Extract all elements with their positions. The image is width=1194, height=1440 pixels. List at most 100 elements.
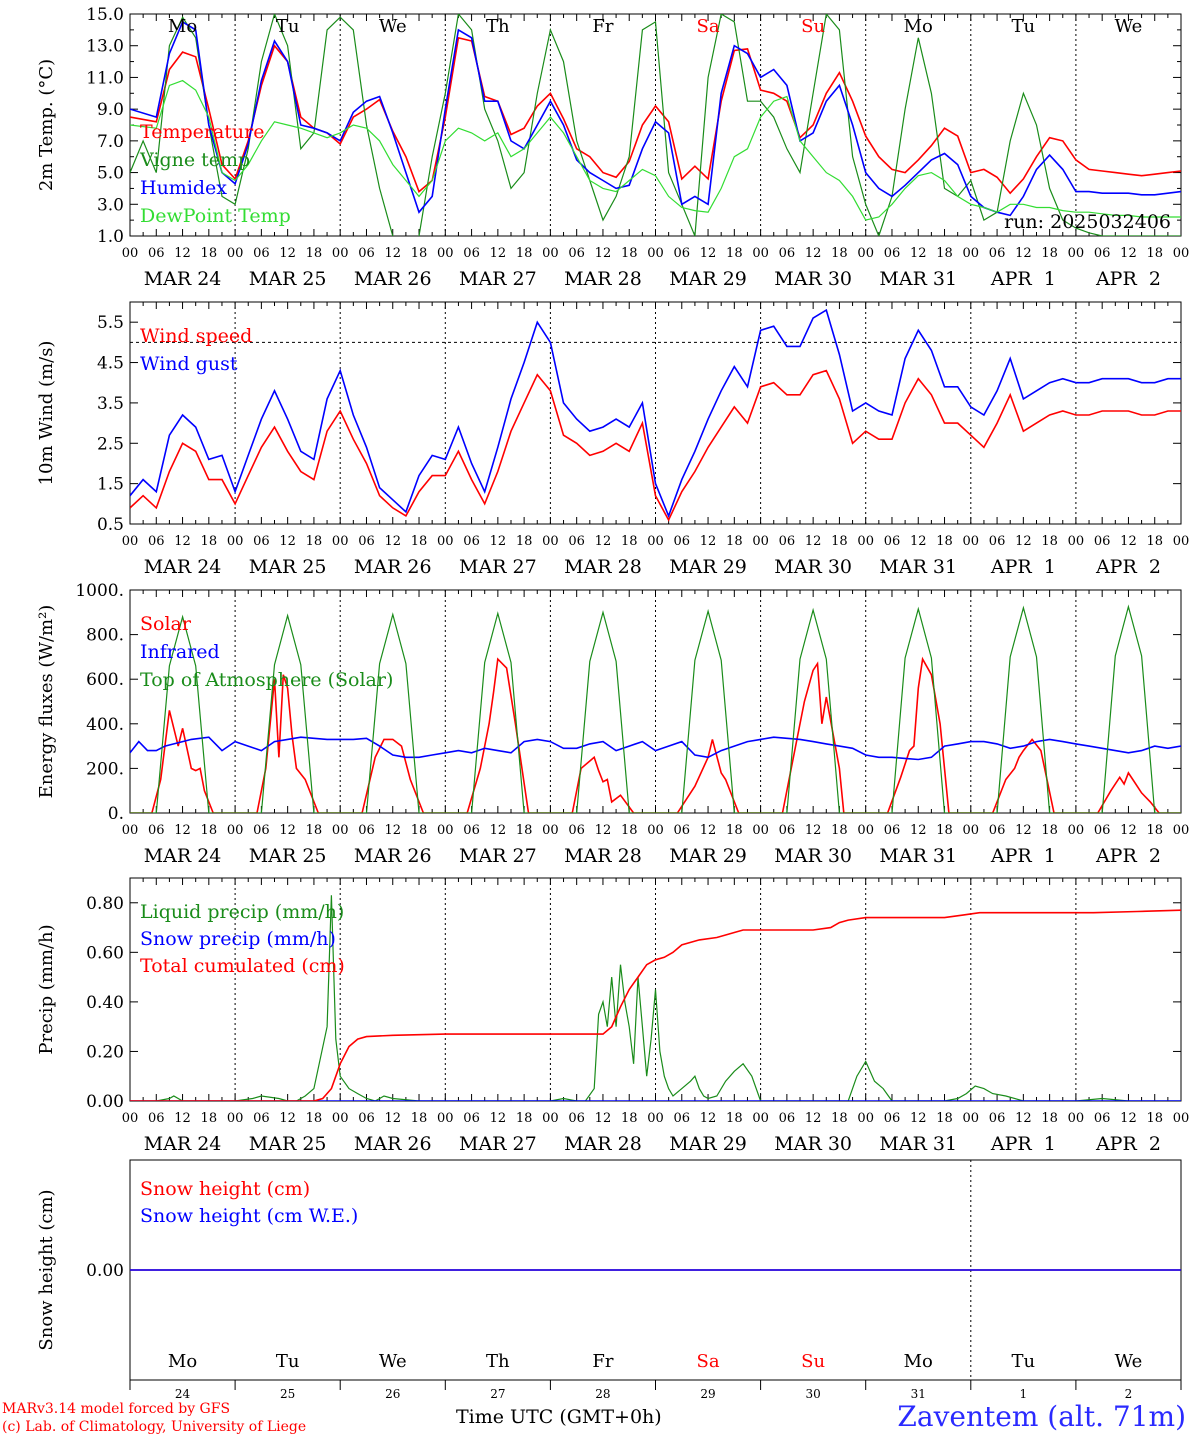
- date-number-label: 24: [175, 1387, 191, 1401]
- date-label: MAR 26: [354, 845, 432, 867]
- hour-tick-label: 18: [306, 246, 323, 261]
- hour-tick-label: 18: [516, 1111, 533, 1126]
- hour-tick-label: 18: [726, 246, 743, 261]
- hour-tick-label: 12: [384, 823, 401, 838]
- hour-tick-label: 12: [700, 534, 717, 549]
- date-label: MAR 28: [564, 268, 642, 290]
- hour-tick-label: 06: [1094, 246, 1111, 261]
- hour-tick-label: 00: [227, 1111, 244, 1126]
- hour-tick-label: 06: [253, 246, 270, 261]
- y-tick-label: 13.0: [86, 37, 124, 57]
- hour-tick-label: 00: [332, 1111, 349, 1126]
- hour-tick-label: 06: [568, 1111, 585, 1126]
- y-tick-label: 400.: [86, 715, 124, 735]
- day-label: We: [1115, 1351, 1143, 1372]
- hour-tick-label: 00: [1173, 823, 1190, 838]
- hour-tick-label: 18: [1146, 1111, 1163, 1126]
- date-label: MAR 29: [669, 845, 747, 867]
- panel-5: 0.00 Snow height (cm) Snow height (cm) Snow…: [36, 1159, 1182, 1401]
- y-axis-label: Energy fluxes (W/m²): [36, 605, 57, 799]
- y-tick-label: 0.5: [97, 515, 124, 535]
- date-label: APR 1: [990, 268, 1056, 290]
- hour-tick-label: 00: [542, 246, 559, 261]
- date-label: MAR 29: [669, 556, 747, 578]
- hour-tick-label: 18: [201, 534, 218, 549]
- date-label: APR 2: [1095, 268, 1161, 290]
- legend-entry: DewPoint Temp: [140, 205, 291, 227]
- day-label: Fr: [592, 1351, 613, 1372]
- hour-tick-label: 12: [805, 1111, 822, 1126]
- date-label: MAR 31: [879, 556, 957, 578]
- series-line-vigne-temp: [130, 14, 1181, 236]
- hour-tick-label: 00: [1173, 534, 1190, 549]
- date-label: APR 2: [1095, 1133, 1161, 1155]
- hour-tick-label: 00: [647, 246, 664, 261]
- hour-tick-label: 12: [384, 534, 401, 549]
- hour-tick-label: 00: [647, 1111, 664, 1126]
- hour-tick-label: 00: [122, 1111, 139, 1126]
- x-axis-title: Time UTC (GMT+0h): [456, 1406, 662, 1428]
- hour-tick-label: 06: [1094, 1111, 1111, 1126]
- hour-tick-label: 00: [1068, 823, 1085, 838]
- y-tick-label: 0.00: [86, 1261, 124, 1281]
- y-tick-label: 5.5: [97, 313, 124, 333]
- date-number-label: 29: [700, 1387, 715, 1401]
- date-label: MAR 24: [144, 556, 222, 578]
- y-tick-label: 4.5: [97, 354, 124, 374]
- hour-tick-label: 00: [332, 534, 349, 549]
- date-number-label: 30: [806, 1387, 821, 1401]
- hour-tick-label: 00: [1068, 1111, 1085, 1126]
- y-tick-label: 9.0: [97, 100, 124, 120]
- hour-tick-label: 00: [542, 534, 559, 549]
- legend-entry: Snow height (cm W.E.): [140, 1205, 358, 1227]
- hour-tick-label: 18: [306, 823, 323, 838]
- hour-tick-label: 18: [201, 823, 218, 838]
- y-axis-label: Precip (mm/h): [36, 924, 57, 1054]
- hour-tick-label: 00: [857, 823, 874, 838]
- hour-tick-label: 12: [595, 534, 612, 549]
- hour-tick-label: 00: [122, 534, 139, 549]
- hour-tick-label: 06: [674, 246, 691, 261]
- y-tick-label: 3.5: [97, 394, 124, 414]
- hour-tick-label: 00: [437, 1111, 454, 1126]
- date-label: APR 2: [1095, 556, 1161, 578]
- hour-tick-label: 06: [779, 1111, 796, 1126]
- hour-tick-label: 00: [1173, 1111, 1190, 1126]
- hour-tick-label: 00: [437, 534, 454, 549]
- hour-tick-label: 18: [936, 534, 953, 549]
- day-label: Tu: [1012, 16, 1036, 37]
- hour-tick-label: 06: [253, 1111, 270, 1126]
- hour-tick-label: 00: [963, 1111, 980, 1126]
- hour-tick-label: 12: [490, 1111, 507, 1126]
- date-label: MAR 30: [774, 845, 852, 867]
- hour-tick-label: 12: [174, 246, 191, 261]
- series-line-dewpoint-temp: [130, 79, 1181, 221]
- date-label: MAR 27: [459, 268, 537, 290]
- hour-tick-label: 00: [332, 823, 349, 838]
- model-credit: MARv3.14 model forced by GFS (c) Lab. of…: [2, 1400, 306, 1436]
- hour-tick-label: 18: [306, 534, 323, 549]
- hour-tick-label: 12: [595, 823, 612, 838]
- y-tick-label: 0.40: [86, 993, 124, 1013]
- date-label: MAR 28: [564, 1133, 642, 1155]
- day-label: Mo: [168, 1351, 197, 1372]
- y-tick-label: 11.0: [86, 68, 124, 88]
- day-label: Tu: [1012, 1351, 1036, 1372]
- credit-line-2: (c) Lab. of Climatology, University of L…: [2, 1419, 307, 1435]
- series-line-liquid-precip-mm-h-: [130, 895, 1181, 1101]
- hour-tick-label: 18: [411, 534, 428, 549]
- hour-tick-label: 12: [1015, 823, 1032, 838]
- date-number-label: 25: [280, 1387, 295, 1401]
- hour-tick-label: 00: [963, 534, 980, 549]
- hour-tick-label: 18: [411, 1111, 428, 1126]
- hour-tick-label: 06: [463, 534, 480, 549]
- y-tick-label: 1000.: [75, 581, 124, 601]
- hour-tick-label: 06: [358, 534, 375, 549]
- hour-tick-label: 18: [831, 1111, 848, 1126]
- day-label: Sa: [697, 16, 720, 37]
- date-label: MAR 28: [564, 845, 642, 867]
- series-line-humidex: [130, 20, 1181, 217]
- hour-tick-label: 12: [279, 534, 296, 549]
- hour-tick-label: 06: [253, 534, 270, 549]
